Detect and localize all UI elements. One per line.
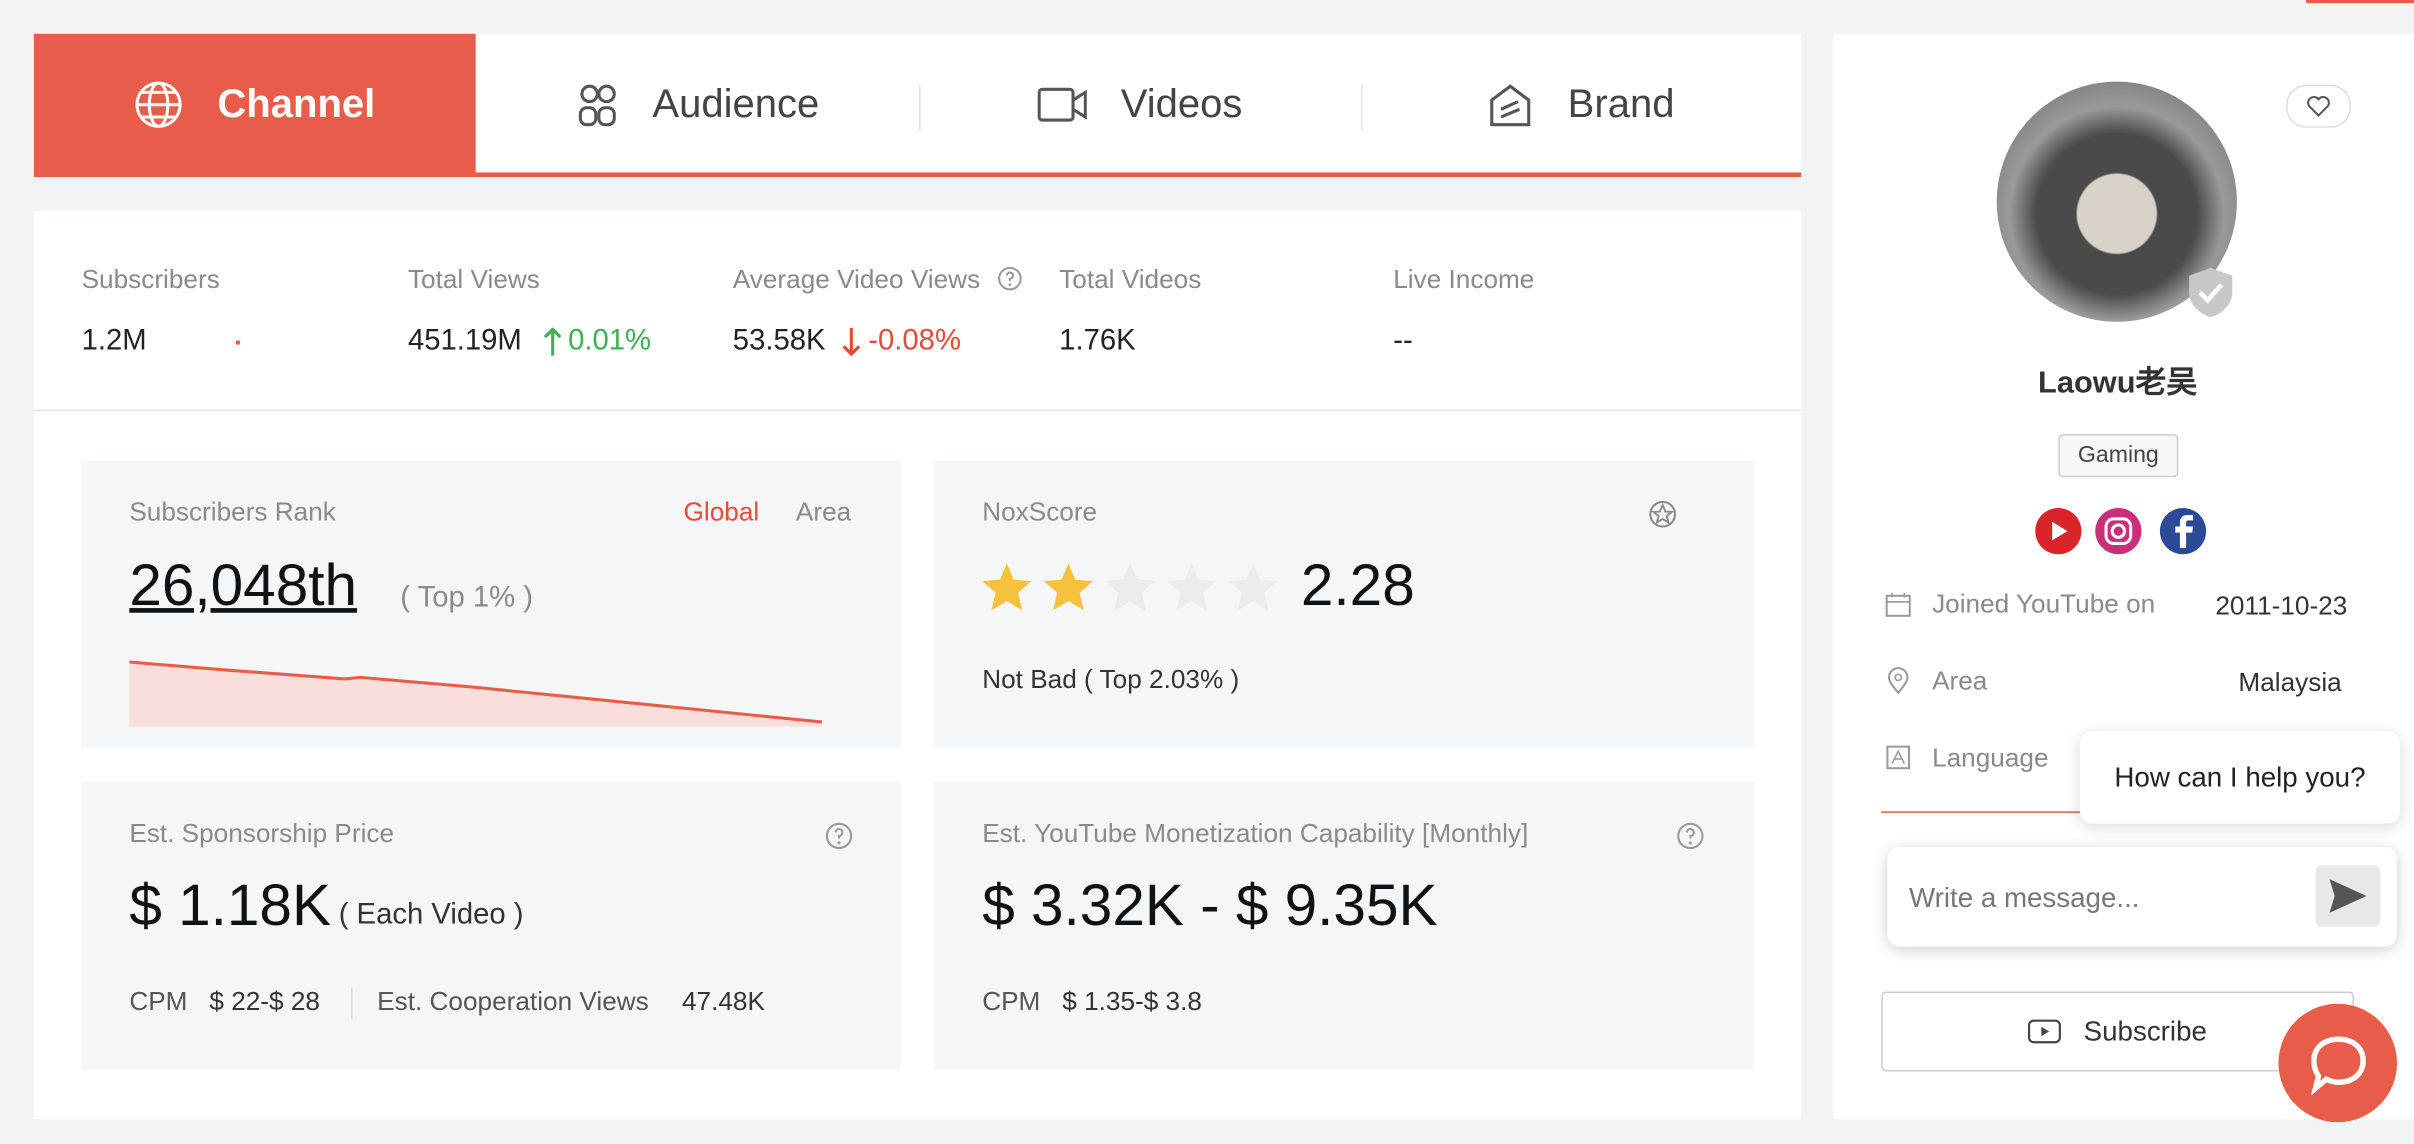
range: $ 3.32K - $ 9.35K [982,874,1438,940]
chat-bubble: How can I help you? [2079,731,2401,824]
monetization-card [934,782,1754,1070]
up-arrow [543,327,562,356]
send-icon [2329,879,2367,913]
tab[interactable]: Audience [476,34,919,174]
chat-placeholder: Write a message... [1908,882,2140,913]
location-icon [1887,667,1909,695]
chat-launcher[interactable] [2278,1003,2398,1123]
down-arrow [842,327,861,357]
tab[interactable]: Channel [33,33,476,174]
stat-value: 1.2M [81,324,147,358]
separator [351,988,353,1020]
card-title: Subscribers Rank [129,497,336,527]
heart-icon [2307,95,2330,117]
views-label: Est. Cooperation Views [377,986,649,1017]
card-title: Est. YouTube Monetization Capability [Mo… [982,819,1529,849]
subscribe-button[interactable]: Subscribe [1881,991,2354,1072]
globe-icon [135,80,182,128]
stat-value: 1.76K [1059,324,1136,358]
rank-note: ( Top 1% ) [400,581,534,615]
stat-value: 53.58K [732,324,826,358]
subscribe-label: Subscribe [2083,1015,2207,1047]
stat-label: Subscribers [81,264,220,295]
card-title: Est. Sponsorship Price [129,819,395,849]
stars [982,563,1278,611]
stat-label: Live Income [1393,264,1535,295]
cpm-value: $ 1.35-$ 3.8 [1062,986,1202,1017]
category-tag[interactable]: Gaming [2058,434,2179,478]
detail-value: Malaysia [2238,668,2342,698]
help-icon[interactable] [1677,822,1705,850]
top-accent [2306,0,2414,4]
tab[interactable]: Brand [1361,34,1801,174]
detail-label: Area [1932,666,1988,696]
nox-score: 2.28 [1300,554,1415,619]
tab-label: Brand [1567,80,1675,127]
nox-note: Not Bad ( Top 2.03% ) [982,665,1240,695]
stat-value: -- [1393,324,1413,358]
language-icon [1886,745,1910,770]
stat-value: 451.19M [407,324,522,358]
card-title: NoxScore [982,497,1098,527]
help-icon[interactable] [998,266,1023,291]
play-icon [2028,1019,2062,1044]
tab[interactable]: Videos [919,34,1361,174]
rank-trend [129,660,823,727]
price: $ 1.18K [129,874,331,940]
stat-label: Total Views [407,264,540,295]
brand-icon [1490,83,1531,126]
views-value: 47.48K [681,986,765,1017]
cpm-label: CPM [982,986,1041,1017]
stat-label: Average Video Views [732,264,981,295]
favorite-button[interactable] [2286,84,2351,128]
stat-change: 0.01% [568,324,652,358]
tab-separator [919,84,921,131]
help-icon[interactable] [825,822,853,850]
verified-badge [2189,267,2233,318]
detail-label: Joined YouTube on [1932,589,2156,619]
rank-value[interactable]: 26,048th [129,554,358,619]
toggle[interactable]: Global [683,497,760,527]
tab-separator [1360,84,1363,131]
video-icon [1037,86,1087,121]
channel-name: Laowu老吴 [2038,366,2198,401]
sponsorship-card [81,782,901,1070]
price-unit: ( Each Video ) [338,899,524,932]
stat-label: Total Videos [1059,264,1202,295]
stat-change: -0.08% [868,324,961,358]
audience-icon [578,83,616,126]
chat-icon [2310,1035,2366,1094]
tab-label: Channel [217,80,376,127]
detail-value: 2011-10-23 [2215,591,2348,621]
divider [33,409,1802,412]
dot [235,340,241,345]
detail-label: Language [1932,743,2049,773]
calendar-icon [1885,592,1911,617]
cpm-label: CPM [129,986,188,1017]
toggle[interactable]: Area [795,497,852,527]
send-button[interactable] [2315,865,2381,927]
nox-icon [1649,500,1676,528]
nox-card [934,460,1754,749]
cpm-value: $ 22-$ 28 [209,986,320,1017]
chat-input[interactable] [1887,846,2398,947]
social-icons [2035,508,2207,555]
tab-label: Videos [1120,80,1243,127]
tab-underline [33,172,1802,178]
tab-label: Audience [652,80,820,127]
